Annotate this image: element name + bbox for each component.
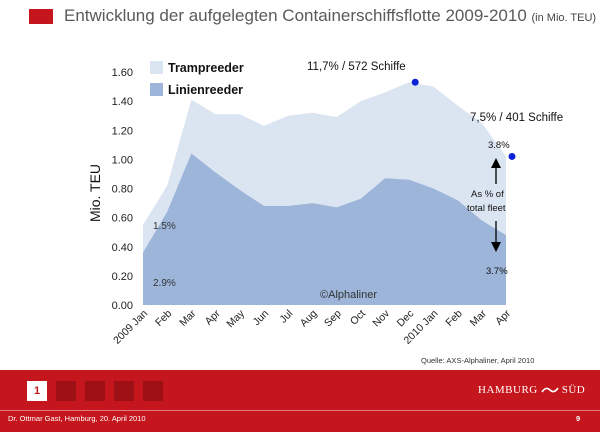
y-tick-label: 1.40 — [112, 96, 133, 108]
x-tick-label: 2009 Jan — [111, 308, 150, 347]
x-tick-label: Feb — [153, 308, 174, 329]
data-marker — [508, 152, 516, 160]
x-tick-label: Jun — [251, 308, 272, 329]
logo-text-left: HAMBURG — [478, 384, 538, 396]
x-tick-label: Nov — [370, 307, 392, 329]
title-bar: Entwicklung der aufgelegten Containersch… — [0, 0, 600, 36]
page-square-4[interactable] — [114, 381, 134, 401]
pct-label-top-left: 1.5% — [153, 221, 176, 232]
area-chart: 0.00 0.20 0.40 0.60 0.80 1.00 1.20 1.40 1.60 Mio.… — [87, 61, 563, 347]
title-main: Entwicklung der aufgelegten Containersch… — [64, 6, 527, 25]
title-accent-square — [29, 9, 53, 24]
data-markers — [411, 78, 516, 160]
footer-divider — [0, 410, 600, 411]
pct-label-bottom-left: 2.9% — [153, 278, 176, 289]
legend: Trampreeder Linienreeder — [150, 61, 244, 97]
note-line-1: As % of — [471, 189, 504, 200]
page-navigation: 1 — [27, 381, 172, 401]
presenter-info: Dr. Ottmar Gast, Hamburg, 20. April 2010 — [8, 414, 146, 423]
page-square-5[interactable] — [143, 381, 163, 401]
pct-label-top-right: 3.8% — [488, 140, 510, 151]
note-line-2: total fleet — [467, 203, 506, 214]
hamburg-sued-logo: HAMBURG SÜD — [478, 381, 585, 399]
x-tick-label: Feb — [443, 308, 464, 329]
x-tick-label: Mar — [468, 307, 490, 329]
y-tick-label: 0.00 — [112, 300, 133, 312]
y-tick-label: 1.00 — [112, 154, 133, 166]
footer-bar: 1 HAMBURG SÜD Dr. Ottmar Gast, Hamburg, … — [0, 370, 600, 432]
arrow-up-head — [491, 158, 501, 168]
pct-label-bottom-right: 3.7% — [486, 266, 508, 277]
last-annotation: 7,5% / 401 Schiffe — [470, 112, 563, 124]
source-note: Quelle: AXS-Alphaliner, April 2010 — [421, 356, 535, 365]
x-tick-label: Oct — [348, 308, 368, 328]
x-tick-label: Aug — [298, 308, 320, 330]
logo-text-right: SÜD — [561, 384, 586, 396]
legend-swatch — [150, 83, 163, 96]
title-unit: (in Mio. TEU) — [531, 12, 597, 24]
x-tick-label: Sep — [322, 308, 344, 330]
y-axis: 0.00 0.20 0.40 0.60 0.80 1.00 1.20 1.40 1.60 Mio.… — [87, 67, 133, 312]
page-number: 9 — [576, 414, 581, 423]
data-marker — [411, 78, 419, 86]
legend-label: Linienreeder — [168, 83, 243, 97]
y-tick-label: 0.40 — [112, 242, 133, 254]
logo-wave-icon — [541, 387, 559, 393]
x-tick-label: Apr — [203, 307, 223, 327]
x-tick-label: Apr — [493, 307, 513, 327]
slide-title: Entwicklung der aufgelegten Containersch… — [64, 6, 596, 26]
peak-annotation: 11,7% / 572 Schiffe — [307, 61, 406, 73]
y-tick-label: 0.20 — [112, 271, 133, 283]
x-tick-label: May — [224, 307, 247, 330]
page-square-2[interactable] — [56, 381, 76, 401]
legend-swatch — [150, 61, 163, 74]
y-tick-label: 0.80 — [112, 184, 133, 196]
watermark: ©Alphaliner — [320, 289, 377, 301]
page-square-3[interactable] — [85, 381, 105, 401]
y-tick-label: 0.60 — [112, 213, 133, 225]
page-square-1[interactable]: 1 — [27, 381, 47, 401]
y-axis-label: Mio. TEU — [87, 164, 103, 222]
x-axis: 2009 Jan Feb Mar Apr May Jun Jul Aug Sep Oct Nov De… — [111, 307, 513, 347]
y-tick-label: 1.60 — [112, 67, 133, 79]
arrow-down-head — [491, 242, 501, 252]
series-areas — [143, 82, 506, 305]
x-tick-label: Jul — [277, 308, 295, 326]
y-tick-label: 1.20 — [112, 125, 133, 137]
legend-label: Trampreeder — [168, 61, 244, 75]
x-tick-label: Mar — [177, 307, 199, 329]
area-series-1 — [143, 153, 506, 305]
annotations: 11,7% / 572 Schiffe 7,5% / 401 Schiffe 3.8… — [153, 61, 563, 301]
